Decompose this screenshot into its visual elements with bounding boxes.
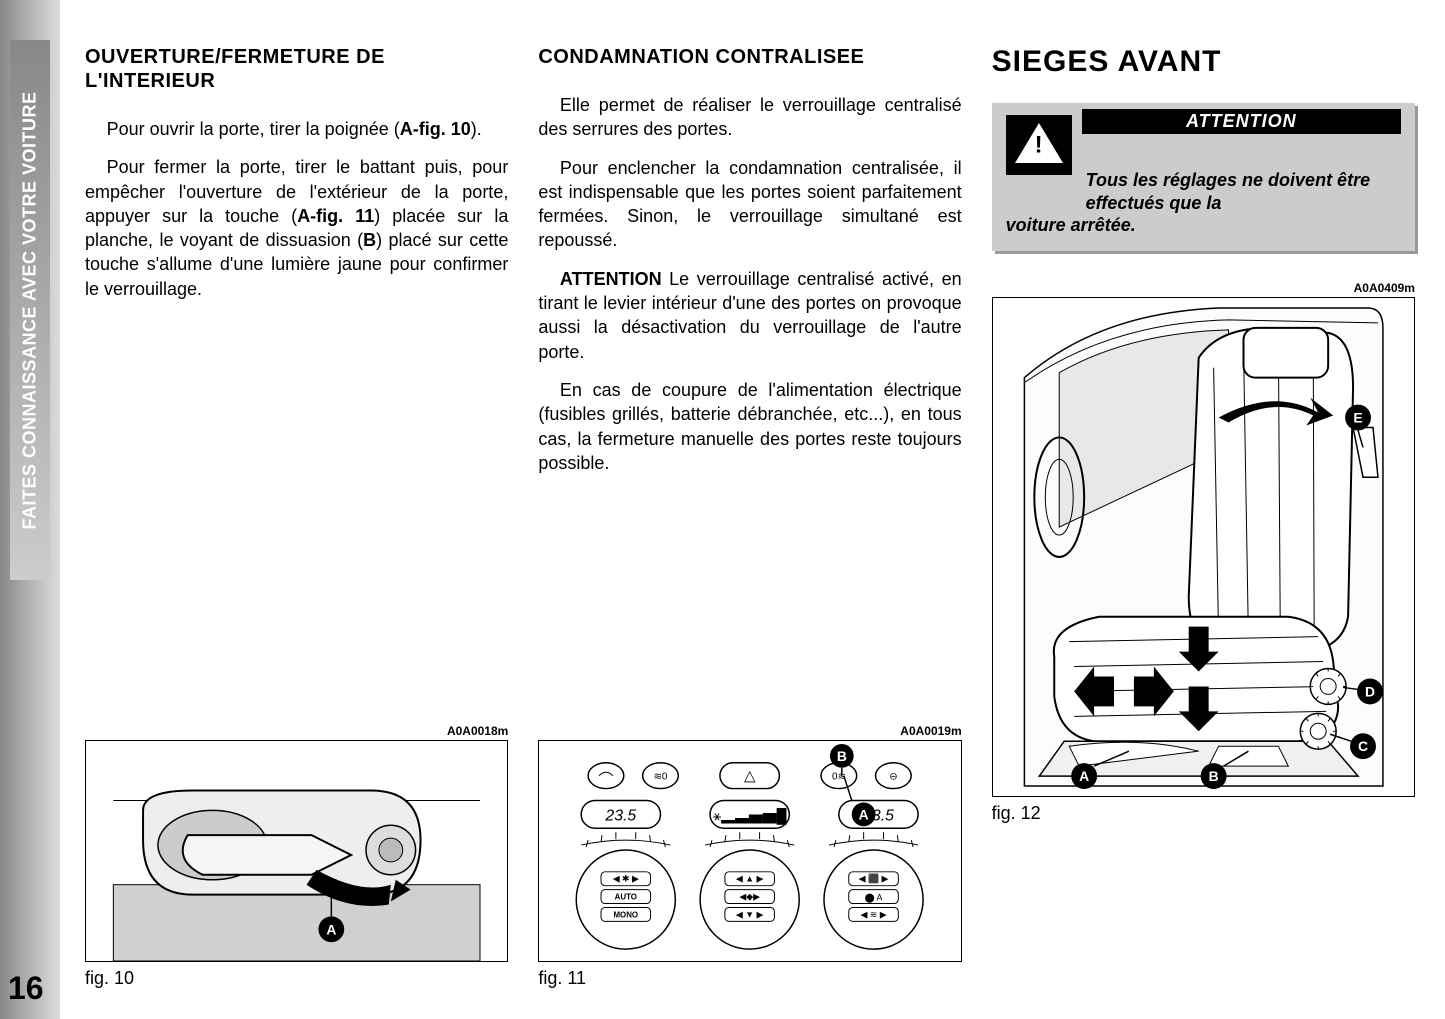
fig10-callout-a: A [326, 921, 336, 937]
col2-heading: CONDAMNATION CONTRALISEE [538, 45, 961, 69]
col2-para-4: En cas de coupure de l'alimentation élec… [538, 378, 961, 475]
auto-label: AUTO [615, 893, 637, 902]
figure-11-caption: fig. 11 [538, 968, 961, 989]
p3a: ATTENTION [560, 269, 662, 289]
svg-text:⚹▂▃▅▆█: ⚹▂▃▅▆█ [713, 807, 787, 825]
fig11-callout-a: A [859, 806, 869, 822]
svg-text:⬤ A: ⬤ A [865, 893, 883, 904]
p1a: Pour ouvrir la porte, tirer la poignée ( [107, 119, 400, 139]
p1c: ). [471, 119, 482, 139]
p1b: A-fig. 10 [400, 119, 471, 139]
column-2: CONDAMNATION CONTRALISEE Elle permet de … [538, 45, 961, 989]
svg-text:◀ ▲ ▶: ◀ ▲ ▶ [736, 874, 764, 884]
mono-label: MONO [614, 910, 639, 919]
fig12-callout-c: C [1358, 738, 1368, 754]
figure-11: ≋0 △ 0≋ ⊖ 23.5 ⚹▂▃▅▆█ 23.5 [538, 740, 961, 962]
chapter-side-label: FAITES CONNAISSANCE AVEC VOTRE VOITURE [20, 91, 41, 529]
svg-text:◀◆▶: ◀◆▶ [740, 892, 761, 902]
warning-triangle-icon [1006, 115, 1072, 175]
p2b: A-fig. 11 [297, 206, 374, 226]
column-3: SIEGES AVANT ATTENTION Tous les réglages… [992, 45, 1415, 989]
col1-para-1: Pour ouvrir la porte, tirer la poignée (… [85, 117, 508, 141]
figure-11-area: A0A0019m ≋0 △ 0≋ ⊖ [538, 724, 961, 989]
svg-text:≋0: ≋0 [654, 772, 668, 783]
figure-10: A [85, 740, 508, 962]
col1-para-2: Pour fermer la porte, tirer le battant p… [85, 155, 508, 301]
svg-text:◀ ▼ ▶: ◀ ▼ ▶ [736, 909, 764, 919]
fig12-callout-e: E [1353, 409, 1362, 425]
chapter-side-tab: FAITES CONNAISSANCE AVEC VOTRE VOITURE [10, 40, 50, 580]
figure-10-area: A0A0018m A [85, 724, 508, 989]
col2-para-1: Elle permet de réaliser le verrouillage … [538, 93, 961, 142]
page-content: OUVERTURE/FERMETURE DE L'INTERIEUR Pour … [85, 45, 1415, 989]
fig12-callout-d: D [1365, 683, 1375, 699]
figure-10-svg: A [86, 741, 507, 961]
svg-text:◀ ≋ ▶: ◀ ≋ ▶ [861, 909, 887, 919]
figure-12-code: A0A0409m [992, 281, 1415, 295]
col2-para-2: Pour enclencher la condamnation centrali… [538, 156, 961, 253]
fig11-callout-b: B [837, 748, 847, 764]
svg-text:⊖: ⊖ [890, 772, 898, 783]
figure-12-svg: A B C D E [993, 298, 1414, 796]
figure-11-code: A0A0019m [538, 724, 961, 738]
col3-heading: SIEGES AVANT [992, 45, 1415, 79]
attention-body-2: voiture arrêtée. [1006, 214, 1401, 237]
svg-text:◀ ✱ ▶: ◀ ✱ ▶ [613, 874, 639, 884]
fig12-callout-b: B [1208, 768, 1218, 784]
figure-12: A B C D E [992, 297, 1415, 797]
p2d: B [363, 230, 376, 250]
svg-text:△: △ [744, 769, 756, 785]
figure-12-area: A0A0409m [992, 281, 1415, 824]
col2-para-3: ATTENTION Le verrouillage centralisé act… [538, 267, 961, 364]
attention-box: ATTENTION Tous les réglages ne doivent ê… [992, 103, 1415, 251]
figure-10-caption: fig. 10 [85, 968, 508, 989]
column-1: OUVERTURE/FERMETURE DE L'INTERIEUR Pour … [85, 45, 508, 989]
figure-10-code: A0A0018m [85, 724, 508, 738]
attention-header: ATTENTION [1082, 109, 1401, 134]
fig12-callout-a: A [1079, 768, 1089, 784]
svg-text:◀ ⬛ ▶: ◀ ⬛ ▶ [859, 873, 889, 884]
col1-heading: OUVERTURE/FERMETURE DE L'INTERIEUR [85, 45, 508, 93]
temp-left: 23.5 [605, 807, 637, 824]
figure-12-caption: fig. 12 [992, 803, 1415, 824]
page-number: 16 [8, 970, 44, 1007]
figure-11-svg: ≋0 △ 0≋ ⊖ 23.5 ⚹▂▃▅▆█ 23.5 [539, 741, 960, 961]
